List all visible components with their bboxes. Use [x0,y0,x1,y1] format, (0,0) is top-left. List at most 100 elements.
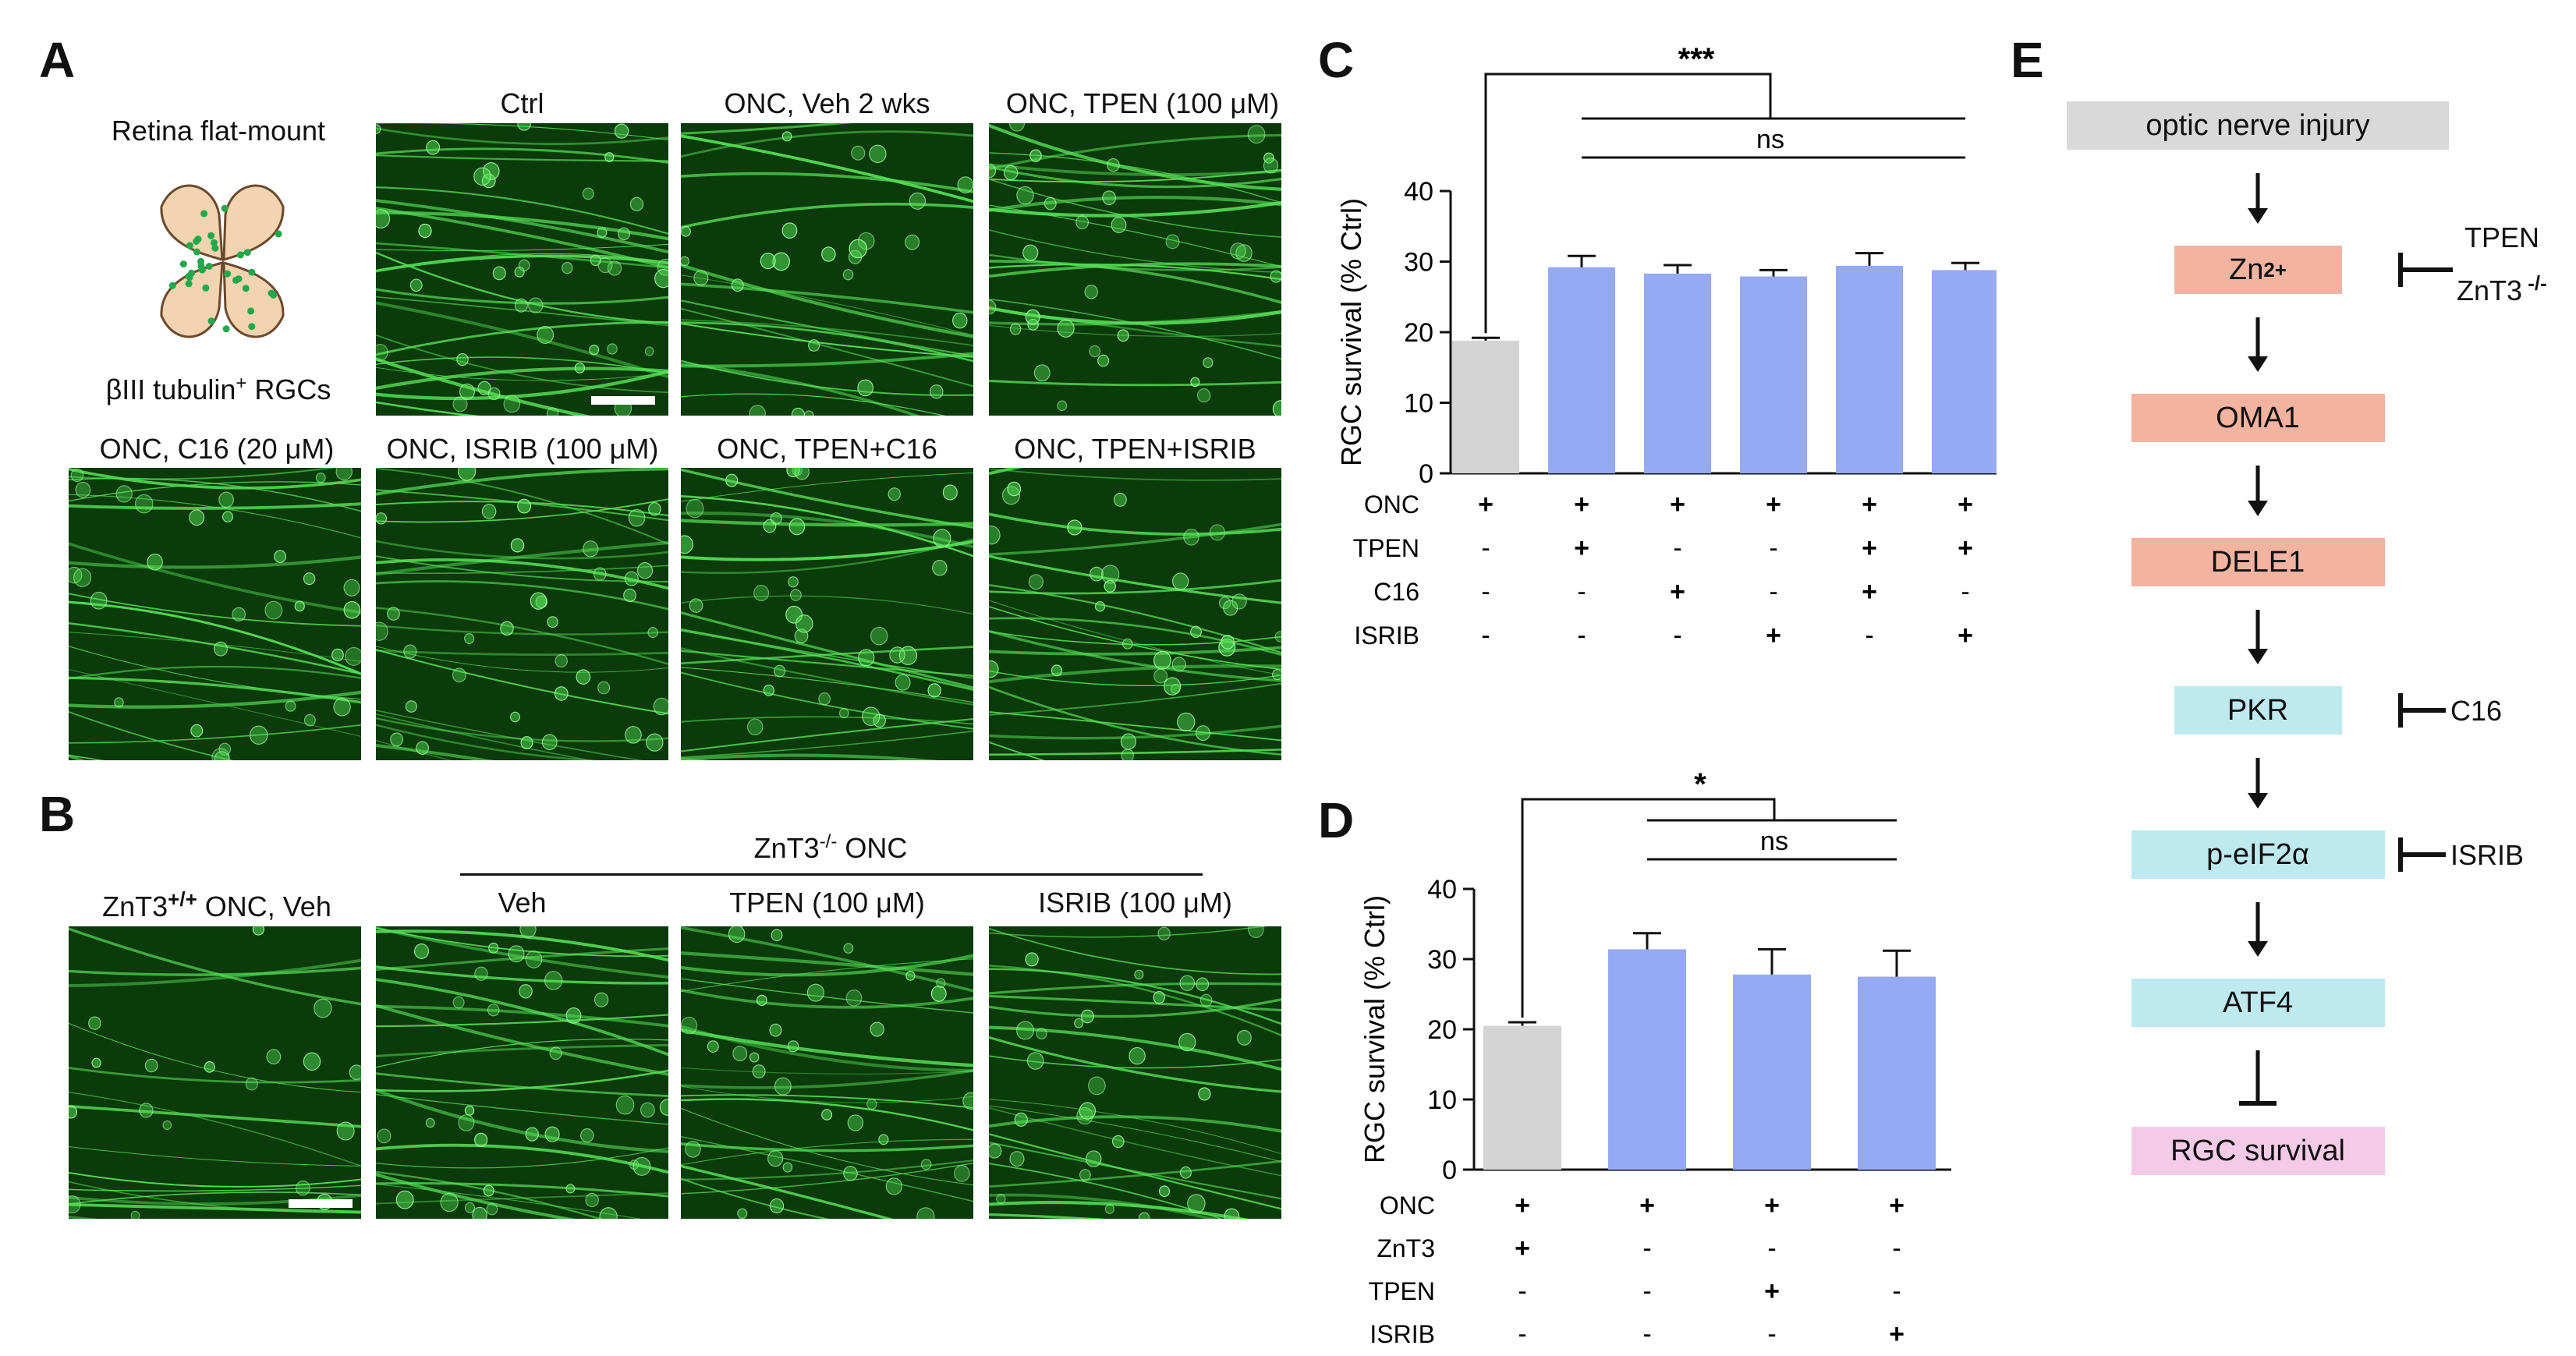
box-dele1: DELE1 [2131,538,2385,586]
y-tick-label: 10 [1427,1085,1457,1115]
rgc-dot [200,210,208,218]
rgc-dot [232,276,239,284]
treatment-sign: + [1766,621,1781,650]
micrograph-render [681,468,973,760]
treatment-sign: + [1889,1191,1905,1220]
arrow-head [2248,501,2268,516]
retina-flatmount-diagram [160,184,285,338]
rgc-dot [224,270,232,278]
y-tick-label: 10 [1404,389,1433,419]
inhibitor-eif-tbar [2398,837,2446,872]
treatment-sign: - [1673,621,1681,650]
treatment-sign: - [1518,1276,1526,1306]
image-label-ko-isrib: ISRIB (100 μM) [1038,887,1232,919]
micrograph-render [989,926,1281,1219]
micrograph-onc-c16 [69,468,361,760]
treatment-sign: + [1574,533,1589,563]
panel-c-letter: C [1318,32,1355,88]
treatment-sign: - [1642,1319,1651,1349]
rgc-dot [248,268,256,276]
significance-brackets [1484,73,1965,334]
micrograph-znt3-wt-veh [69,926,361,1219]
y-tick-label: 40 [1427,875,1457,905]
micrograph-render [989,123,1281,416]
micrograph-onc-tpen-isrib [989,468,1281,760]
retina-petal [160,261,224,338]
treatment-sign: - [1892,1234,1901,1263]
rgc-dot [186,242,193,250]
treatment-sign: - [1769,577,1777,607]
rgc-dot [248,323,256,331]
micrograph-onc-veh [681,123,973,416]
treatment-sign: + [1889,1319,1905,1349]
panel-a-letter: A [39,32,76,88]
treatment-sign: - [1481,533,1490,563]
chart-c: RGC survival (% Ctrl) 0 10 20 30 40 *** ns ONC + +… [1335,47,1997,650]
bar [1932,270,1997,473]
micrograph-ko-tpen [681,926,973,1219]
rgc-dots [168,204,282,333]
image-label-ctrl: Ctrl [500,87,544,119]
znt3-ko-group-label: ZnT3-/- ONC [753,831,908,864]
treatment-sign: - [1642,1276,1651,1306]
image-label-ko-tpen: TPEN (100 μM) [729,887,925,919]
micrograph-ctrl [376,123,668,416]
rgc-dot [221,204,229,212]
treatment-sign: - [1769,533,1777,563]
rgc-dot [179,260,187,268]
rgc-dot [211,244,219,252]
rgc-dot [202,284,210,292]
treatment-row-label: ZnT3 [1377,1234,1435,1262]
rgc-dot [197,262,205,270]
bar [1483,1025,1561,1170]
significance-stars: *** [1678,47,1715,76]
treatment-row-label: C16 [1373,578,1419,606]
inhibitor-znt3-label: ZnT3 -/- [2457,271,2547,306]
panel-b-letter: B [39,786,76,842]
treatment-sign: + [1478,490,1494,519]
treatment-sign: - [1481,621,1490,650]
retina-petal [222,184,285,262]
schematic-caption: βIII tubulin+ RGCs [105,373,331,405]
micrograph-ko-isrib [989,926,1281,1219]
treatment-sign: + [1515,1234,1530,1263]
box-optic-nerve-injury: optic nerve injury [2067,101,2449,150]
treatment-sign: - [1961,577,1969,607]
image-label-ko-veh: Veh [498,887,547,919]
y-tick-label: 20 [1404,318,1433,348]
y-tick-label: 40 [1404,177,1433,207]
bar [1858,976,1936,1170]
treatment-row-label: ISRIB [1354,621,1419,650]
inhibitor-zn-tbar [2398,253,2453,287]
micrograph-ko-veh [376,926,668,1219]
micrograph-render [681,926,973,1219]
treatment-sign: - [1865,621,1873,650]
bar [1452,340,1519,473]
image-label-onc-tpen-c16: ONC, TPEN+C16 [717,433,937,465]
panel-d-letter: D [1318,792,1355,848]
scale-bar-b [289,1199,353,1208]
scale-bar-a [591,396,655,405]
rgc-dot [270,291,278,299]
arrow-head [2248,793,2268,809]
retina-petals [160,184,285,338]
image-label-onc-isrib: ONC, ISRIB (100 μM) [386,433,659,465]
significance-brackets [1521,798,1897,1018]
image-label-znt3-wt: ZnT3+/+ ONC, Veh [102,887,331,922]
bar [1740,276,1807,473]
treatment-sign: - [1481,577,1490,607]
box-rgc-survival: RGC survival [2131,1127,2385,1175]
treatment-sign: - [1892,1276,1901,1306]
treatment-sign: - [1673,533,1681,563]
micrograph-onc-tpen [989,123,1281,416]
y-axis-label: RGC survival (% Ctrl) [1359,895,1391,1163]
inhibitor-isrib-label: ISRIB [2450,839,2525,871]
micrograph-render [989,468,1281,760]
rgc-dot [243,249,251,257]
micrograph-render [69,926,361,1219]
rgc-dot [185,280,193,288]
treatment-sign: + [1670,490,1685,519]
rgc-dot [205,263,213,270]
inhibitor-pkr-tbar [2398,693,2446,728]
y-tick-label: 30 [1404,248,1433,278]
